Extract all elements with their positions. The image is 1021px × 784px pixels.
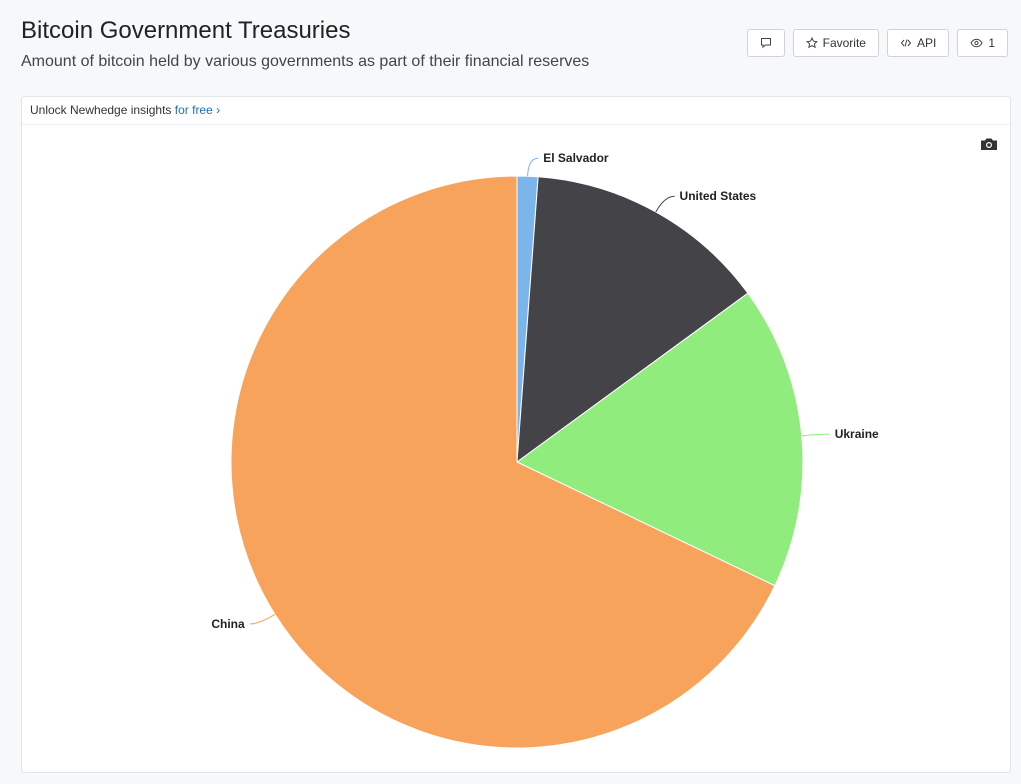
chart-toolbar: Favorite API 1 [746,29,1008,57]
camera-icon[interactable] [980,137,998,156]
comment-button[interactable] [746,29,785,57]
favorite-label: Favorite [822,36,866,50]
api-button[interactable]: API [886,29,950,57]
pie-chart: El Salvador United States Ukraine China [211,151,879,749]
connector-china [249,613,276,625]
eye-icon [970,37,983,49]
connector-el-salvador [527,157,539,177]
insights-link[interactable]: for free › [174,103,221,117]
views-button[interactable]: 1 [957,29,1008,57]
connector-ukraine [801,433,830,437]
chevron-right-icon: › [216,103,221,117]
label-el-salvador: El Salvador [543,151,609,165]
page-subtitle: Amount of bitcoin held by various govern… [21,53,590,70]
chart-card: Unlock Newhedge insights for free › El S… [21,96,1011,773]
label-ukraine: Ukraine [835,427,879,441]
page-title: Bitcoin Government Treasuries [21,17,351,44]
insights-text: Unlock Newhedge insights [30,103,172,117]
pie-slice-ukraine[interactable] [516,292,804,587]
label-china: China [211,617,245,631]
star-icon [805,37,818,49]
page-header: Bitcoin Government Treasuries Amount of … [21,16,589,72]
code-icon [900,37,912,49]
pie-slice-china[interactable] [230,175,776,749]
pie-slice-united-states[interactable] [516,176,749,464]
views-count: 1 [988,36,995,50]
api-label: API [916,36,937,50]
connector-united-states [655,195,675,213]
insights-banner: Unlock Newhedge insights for free › [22,97,1010,125]
favorite-button[interactable]: Favorite [792,29,879,57]
comment-icon [760,37,772,49]
label-united-states: United States [680,189,757,203]
